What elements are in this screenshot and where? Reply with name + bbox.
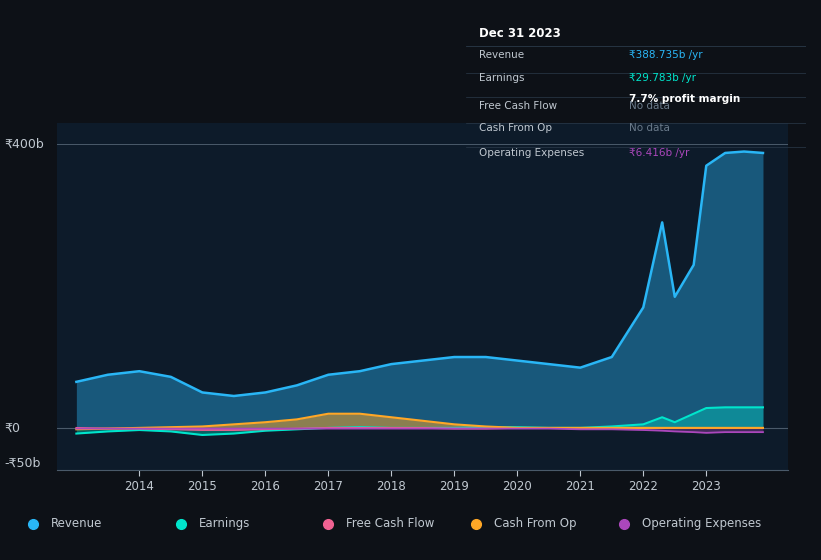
Text: Operating Expenses: Operating Expenses [642, 517, 761, 530]
Text: Revenue: Revenue [479, 49, 525, 59]
Text: ₹400b: ₹400b [4, 138, 44, 151]
Text: ₹6.416b /yr: ₹6.416b /yr [629, 148, 690, 158]
Text: Free Cash Flow: Free Cash Flow [479, 101, 557, 110]
Text: 7.7% profit margin: 7.7% profit margin [629, 94, 741, 104]
Text: Earnings: Earnings [199, 517, 250, 530]
Text: Free Cash Flow: Free Cash Flow [346, 517, 435, 530]
Text: ₹0: ₹0 [4, 421, 20, 435]
Text: No data: No data [629, 123, 670, 133]
Text: -₹50b: -₹50b [4, 457, 40, 470]
Text: Earnings: Earnings [479, 73, 525, 83]
Text: ₹388.735b /yr: ₹388.735b /yr [629, 49, 703, 59]
Text: ₹29.783b /yr: ₹29.783b /yr [629, 73, 696, 83]
Text: Cash From Op: Cash From Op [494, 517, 576, 530]
Text: No data: No data [629, 101, 670, 110]
Text: Dec 31 2023: Dec 31 2023 [479, 27, 561, 40]
Text: Cash From Op: Cash From Op [479, 123, 553, 133]
Text: Operating Expenses: Operating Expenses [479, 148, 585, 158]
Text: Revenue: Revenue [51, 517, 103, 530]
